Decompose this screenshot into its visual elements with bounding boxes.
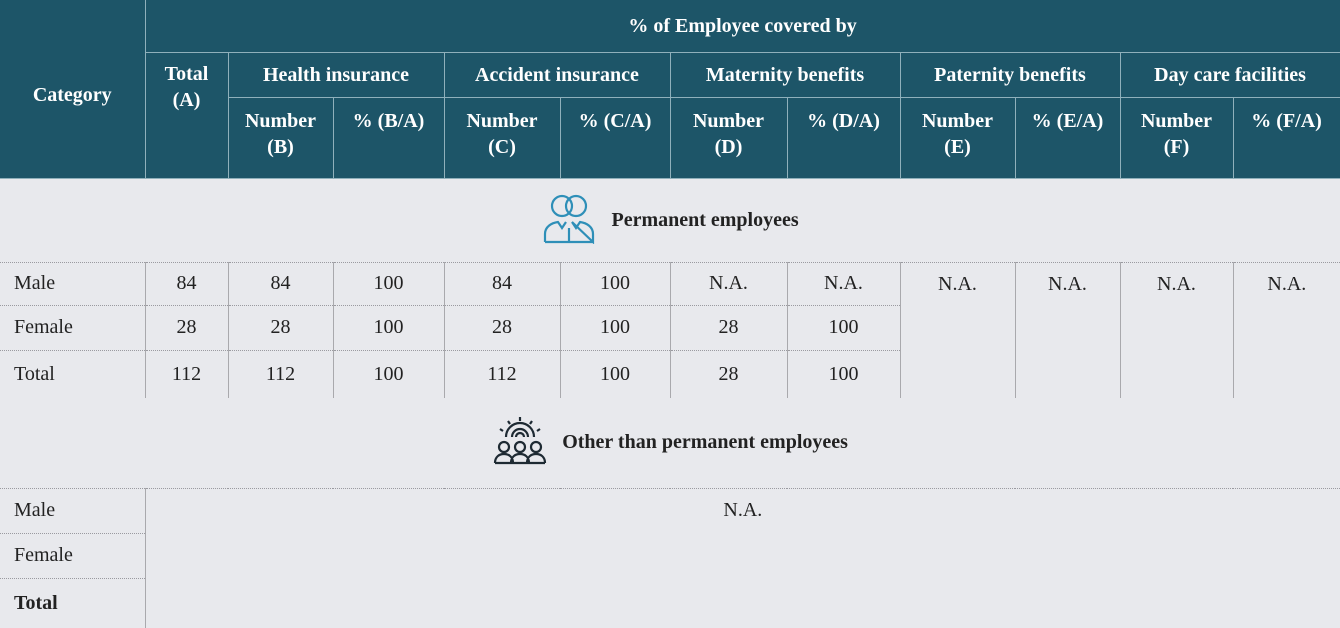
value-cell: 28 [144, 305, 228, 351]
covered-header: % of Employee covered by [144, 0, 1340, 53]
row-label: Female [0, 305, 145, 351]
percent-header: % (B/A) [332, 96, 445, 179]
value-cell: 100 [559, 350, 670, 398]
section-title: Permanent employees [611, 208, 799, 231]
merged-cell: N.A. [144, 488, 1340, 628]
value-cell: 100 [332, 350, 444, 398]
total-header: Total (A) [144, 51, 229, 179]
number-header: Number (F) [1119, 96, 1234, 179]
number-header: Number (C) [443, 96, 561, 179]
value-cell: 112 [227, 350, 333, 398]
value-cell: N.A. [669, 262, 787, 306]
value-cell: 28 [669, 350, 787, 398]
value-cell: 28 [669, 305, 787, 351]
category-header: Category [0, 0, 146, 179]
section-icon [492, 413, 548, 473]
number-header: Number (B) [227, 96, 334, 179]
value-cell: 84 [227, 262, 333, 306]
group-header: Health insurance [227, 51, 445, 98]
number-header: Number (D) [669, 96, 788, 179]
merged-cell: N.A. [1014, 262, 1120, 398]
row-label: Male [0, 262, 145, 306]
section-heading: Permanent employees [14, 190, 1326, 250]
percent-header: % (E/A) [1014, 96, 1121, 179]
section-row: Permanent employees [0, 178, 1340, 263]
value-cell: 100 [332, 262, 444, 306]
section-title: Other than permanent employees [562, 431, 848, 454]
data-row: Female 28 28 100 28 100 28 100 [0, 305, 1340, 351]
group-header: Paternity benefits [899, 51, 1121, 98]
value-cell: 84 [443, 262, 560, 306]
group-header: Maternity benefits [669, 51, 901, 98]
row-label: Male [0, 488, 145, 534]
value-cell: 100 [786, 350, 900, 398]
data-row: Total [0, 578, 1340, 628]
data-row: Male N.A. [0, 488, 1340, 628]
merged-cell: N.A. [1119, 262, 1233, 398]
value-cell: 100 [559, 305, 670, 351]
value-cell: 100 [559, 262, 670, 306]
table-body: Permanent employees Male 84 84 100 84 100 N.A. N… [0, 178, 1340, 628]
section-cell: Permanent employees [0, 178, 1340, 263]
group-header: Accident insurance [443, 51, 671, 98]
value-cell: 28 [443, 305, 560, 351]
section-heading: Other than permanent employees [14, 413, 1326, 473]
group-header: Day care facilities [1119, 51, 1340, 98]
section-row: Other than permanent employees [0, 398, 1340, 489]
merged-cell: N.A. [1232, 262, 1340, 398]
percent-header: % (C/A) [559, 96, 671, 179]
value-cell: 84 [144, 262, 228, 306]
value-cell: 28 [227, 305, 333, 351]
value-cell: 100 [332, 305, 444, 351]
table-header: Category % of Employee covered by Total … [0, 0, 1340, 179]
value-cell: 112 [144, 350, 228, 398]
percent-header: % (D/A) [786, 96, 901, 179]
row-label: Total [14, 362, 55, 385]
number-header: Number (E) [899, 96, 1016, 179]
row-label: Female [0, 533, 145, 579]
data-row: Female [0, 533, 1340, 579]
value-cell: 100 [786, 305, 900, 351]
merged-cell: N.A. [899, 262, 1015, 398]
section-cell: Other than permanent employees [0, 398, 1340, 489]
data-row: Male 84 84 100 84 100 N.A. N.A. N.A. N.A. N.A. N.A. [0, 262, 1340, 398]
row-label: Total [14, 591, 58, 614]
percent-header: % (F/A) [1232, 96, 1340, 179]
section-icon [541, 190, 597, 250]
value-cell: N.A. [786, 262, 900, 306]
value-cell: 112 [443, 350, 560, 398]
data-row: Total 112 112 100 112 100 28 100 [0, 350, 1340, 398]
